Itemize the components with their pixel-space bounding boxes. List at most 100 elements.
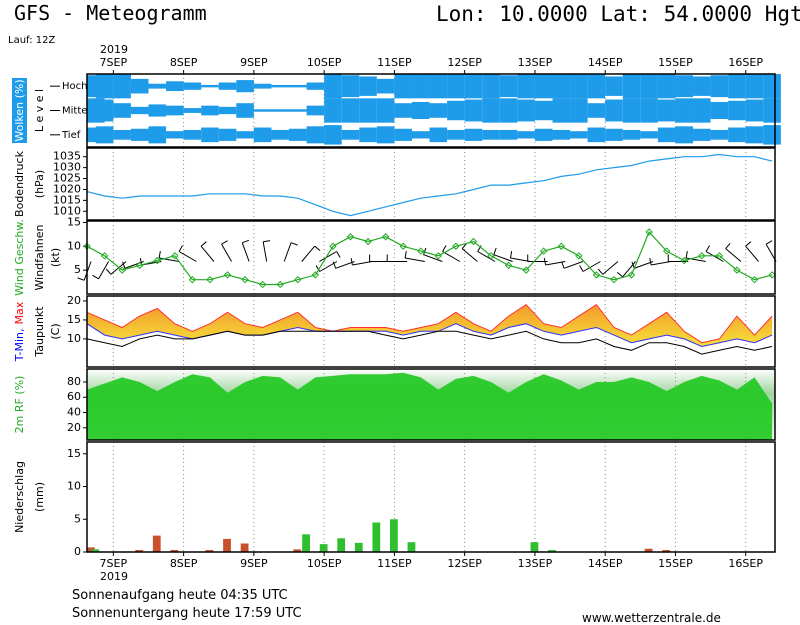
barb-staff <box>335 261 355 269</box>
y-tick-label: 40 <box>67 406 81 419</box>
wind-speed-point <box>241 275 249 284</box>
x-tick-label: 13SEP <box>518 56 553 69</box>
y-tick-label: 15 <box>67 313 81 326</box>
barb-staff <box>477 251 496 262</box>
barb-staff <box>461 248 478 262</box>
precip-bar <box>152 535 161 552</box>
cloud-cover <box>587 127 606 143</box>
cloud-cover <box>657 127 676 143</box>
barb-staff <box>725 248 742 262</box>
barb-feather <box>685 251 688 259</box>
cloud-cover <box>394 128 412 141</box>
wind-speed-point <box>768 271 776 279</box>
wind-barb <box>404 251 425 262</box>
cloud-cover <box>675 126 694 144</box>
cloud-cover <box>148 104 167 117</box>
wind-speed-point <box>153 256 161 265</box>
barb-feather <box>77 277 85 281</box>
cloud-cover <box>552 74 571 99</box>
barb-staff <box>510 257 531 262</box>
cloud-cover <box>693 76 711 96</box>
wind-speed-point <box>452 242 460 250</box>
y-axis-label-part: Wind Geschw. <box>13 219 26 296</box>
barb-feather <box>350 257 353 266</box>
precip-bar <box>319 544 328 552</box>
x-tick-label: 16SEP <box>728 56 763 69</box>
precip-bar <box>644 548 653 552</box>
barb-staff <box>563 261 584 269</box>
chart-title: GFS - Meteogramm <box>14 1 207 25</box>
y-axis-label: Taupunkt <box>33 306 46 358</box>
cloud-cover <box>570 98 588 123</box>
wind-speed-point <box>434 252 443 260</box>
wind-speed-point <box>276 280 284 289</box>
wind-speed-point <box>118 266 126 274</box>
panel-frame <box>86 295 776 368</box>
cloud-cover <box>657 74 676 99</box>
precip-bar <box>530 542 539 552</box>
barb-staff <box>283 242 292 262</box>
wind-barb <box>509 251 531 262</box>
cloud-cover <box>710 129 729 140</box>
wind-barb <box>262 240 271 262</box>
barb-feather <box>477 245 482 252</box>
cloud-cover <box>464 74 483 99</box>
wind-barb <box>745 241 759 262</box>
barb-feather <box>332 261 337 269</box>
level-label: Tief <box>61 130 81 141</box>
barb-feather <box>242 239 250 244</box>
barb-feather <box>579 265 584 272</box>
y-axis-label-part: T-Min, <box>13 329 26 363</box>
y-tick-label: 1020 <box>53 182 81 195</box>
precip-bar <box>302 534 310 552</box>
cloud-cover <box>675 98 694 123</box>
cloud-cover <box>675 75 694 98</box>
wind-speed-point <box>540 247 548 255</box>
cloud-cover <box>201 84 219 88</box>
wind-speed-point <box>487 252 495 260</box>
cloud-cover <box>447 100 465 121</box>
precip-bar <box>548 550 556 552</box>
cloud-cover <box>570 131 588 139</box>
panel: T-Min, Max Taupunkt (C) 10 15 20 <box>13 294 776 368</box>
y-axis-label: Windfahnen <box>33 225 46 291</box>
cloud-cover <box>640 98 658 123</box>
cloud-cover <box>622 129 641 140</box>
label-bg <box>12 78 27 143</box>
x-tick-label: 8SEP <box>170 557 198 570</box>
barb-feather <box>617 271 624 278</box>
barb-staff <box>582 261 601 272</box>
wind-barb <box>319 251 341 262</box>
wind-speed-point <box>223 271 232 279</box>
cloud-cover <box>359 127 377 143</box>
cloud-cover <box>271 109 290 112</box>
wind-speed-point <box>329 242 337 250</box>
x-tick-label: 16SEP <box>728 557 763 570</box>
wind-speed-point <box>381 233 390 241</box>
year-top: 2019 <box>100 43 128 56</box>
cloud-cover <box>289 84 307 88</box>
cloud-cover <box>482 98 500 123</box>
x-tick-label: 7SEP <box>100 56 128 69</box>
panel: 2m RF (%) 20 40 60 80 <box>13 368 776 441</box>
x-tick-label: 13SEP <box>518 557 553 570</box>
barb-feather <box>597 268 604 275</box>
cloud-cover <box>113 103 131 118</box>
y-axis-label: Wind Geschw. <box>13 219 26 296</box>
cloud-cover <box>447 74 465 99</box>
cloud-cover <box>95 99 114 122</box>
y-axis-label-part: Bodendruck <box>13 150 26 217</box>
precip-bar <box>662 550 671 552</box>
y-axis-label-part: (kt) <box>49 248 62 267</box>
y-tick-label: 5 <box>74 263 81 276</box>
wind-speed-line <box>86 230 773 286</box>
cloud-cover <box>236 103 254 118</box>
wind-speed-point <box>733 266 741 274</box>
wind-barb <box>283 242 298 262</box>
cloud-cover <box>710 101 729 120</box>
barb-staff <box>262 241 268 262</box>
y-tick-label: 80 <box>67 375 81 388</box>
cloud-cover <box>447 129 465 140</box>
y-axis-label-part: Windfahnen <box>33 225 46 291</box>
